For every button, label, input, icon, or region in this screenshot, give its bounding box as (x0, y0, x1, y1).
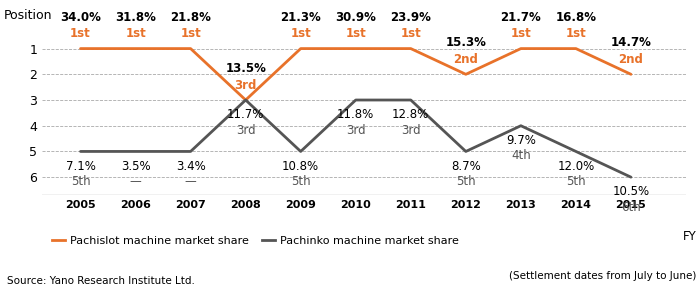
Text: FY: FY (682, 230, 696, 243)
Text: 3rd: 3rd (401, 124, 421, 137)
Legend: Pachislot machine market share, Pachinko machine market share: Pachislot machine market share, Pachinko… (48, 232, 463, 251)
Text: —: — (185, 175, 197, 188)
Text: 14.7%: 14.7% (610, 36, 652, 49)
Text: 4th: 4th (511, 149, 531, 162)
Text: 1st: 1st (510, 27, 531, 40)
Text: 3rd: 3rd (236, 124, 256, 137)
Text: 5th: 5th (456, 175, 475, 188)
Text: 3.5%: 3.5% (121, 160, 150, 173)
Text: Position: Position (4, 9, 52, 22)
Text: 31.8%: 31.8% (115, 11, 156, 24)
Text: 3rd: 3rd (346, 124, 365, 137)
Text: 8.7%: 8.7% (451, 160, 481, 173)
Text: 5th: 5th (566, 175, 586, 188)
Text: (Settlement dates from July to June): (Settlement dates from July to June) (509, 271, 696, 281)
Text: 1st: 1st (180, 27, 201, 40)
Text: 1st: 1st (70, 27, 91, 40)
Text: 12.0%: 12.0% (557, 160, 594, 173)
Text: 11.8%: 11.8% (337, 108, 374, 121)
Text: Source: Yano Research Institute Ltd.: Source: Yano Research Institute Ltd. (7, 276, 195, 286)
Text: 23.9%: 23.9% (391, 11, 431, 24)
Text: 10.5%: 10.5% (612, 185, 650, 199)
Text: 6th: 6th (621, 201, 640, 214)
Text: 3.4%: 3.4% (176, 160, 206, 173)
Text: 21.7%: 21.7% (500, 11, 541, 24)
Text: 16.8%: 16.8% (555, 11, 596, 24)
Text: 12.8%: 12.8% (392, 108, 429, 121)
Text: 5th: 5th (71, 175, 90, 188)
Text: 30.9%: 30.9% (335, 11, 376, 24)
Text: —: — (130, 175, 141, 188)
Text: 7.1%: 7.1% (66, 160, 95, 173)
Text: 21.3%: 21.3% (280, 11, 321, 24)
Text: 1st: 1st (125, 27, 146, 40)
Text: 1st: 1st (400, 27, 421, 40)
Text: 1st: 1st (290, 27, 311, 40)
Text: 34.0%: 34.0% (60, 11, 101, 24)
Text: 15.3%: 15.3% (445, 36, 486, 49)
Text: 1st: 1st (566, 27, 587, 40)
Text: 9.7%: 9.7% (506, 134, 536, 147)
Text: 2nd: 2nd (619, 53, 643, 66)
Text: 21.8%: 21.8% (170, 11, 211, 24)
Text: 13.5%: 13.5% (225, 62, 266, 75)
Text: 2nd: 2nd (454, 53, 478, 66)
Text: 11.7%: 11.7% (227, 108, 265, 121)
Text: 1st: 1st (345, 27, 366, 40)
Text: 10.8%: 10.8% (282, 160, 319, 173)
Text: 3rd: 3rd (234, 79, 257, 92)
Text: 5th: 5th (291, 175, 311, 188)
